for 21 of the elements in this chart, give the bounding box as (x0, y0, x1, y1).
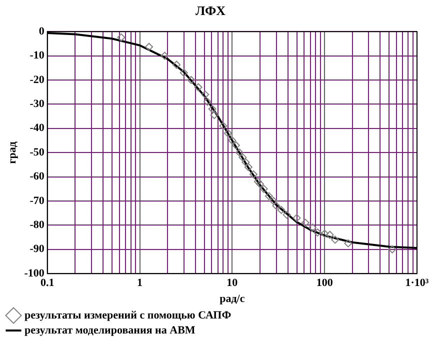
x-tick-label: 0.1 (40, 277, 54, 290)
y-axis-title: град (6, 141, 18, 164)
y-tick-label: -80 (30, 219, 45, 232)
y-tick-label: -70 (30, 194, 45, 207)
x-tick-label: 10 (226, 277, 238, 290)
y-tick-label: -10 (30, 50, 45, 62)
y-tick-label: -40 (30, 122, 45, 134)
y-tick-label: 0 (38, 25, 45, 38)
x-tick-label: 1 (137, 277, 143, 290)
x-tick-label: 1·10³ (405, 277, 430, 290)
legend-label: результаты измерений с помощью САПФ (24, 309, 232, 322)
y-tick-label: -100 (24, 267, 45, 280)
legend-label: результат моделирования на АВМ (24, 324, 196, 336)
y-tick-label: -50 (30, 146, 45, 158)
y-tick-label: -20 (30, 74, 45, 86)
x-tick-label: 100 (316, 277, 334, 290)
x-axis-title: рад/с (220, 293, 245, 306)
chart-title: ЛФХ (195, 3, 226, 18)
y-tick-label: -90 (30, 243, 45, 256)
y-tick-label: -60 (30, 170, 45, 183)
y-tick-label: -30 (30, 98, 45, 110)
